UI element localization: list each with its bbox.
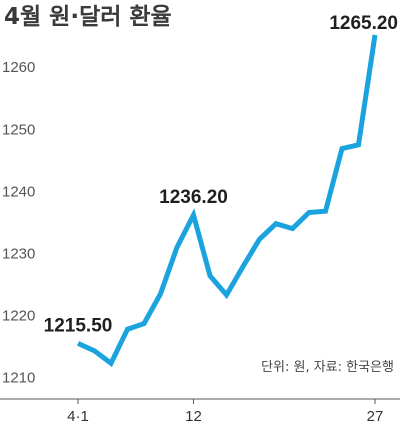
series-line — [76, 34, 378, 368]
y-tick-label: 1230 — [2, 245, 35, 262]
y-axis: 1210 1220 1230 1240 1250 1260 — [2, 59, 35, 386]
y-tick-label: 1220 — [2, 308, 35, 325]
data-labels: 1215.50 1236.20 1265.20 — [44, 13, 398, 336]
x-tick-label: 27 — [367, 408, 384, 425]
data-label: 1236.20 — [159, 187, 228, 208]
data-label: 1265.20 — [329, 13, 398, 34]
y-tick-label: 1210 — [2, 370, 35, 387]
y-tick-label: 1250 — [2, 121, 35, 138]
x-tick-label: 4·1 — [67, 408, 89, 425]
chart-title: 4월 원·달러 환율 — [4, 4, 172, 30]
source-note: 단위: 원, 자료: 한국은행 — [261, 359, 394, 375]
y-tick-label: 1240 — [2, 183, 35, 200]
x-tick-label: 12 — [185, 408, 202, 425]
data-label: 1215.50 — [44, 315, 113, 336]
x-axis: 4·1 12 27 — [67, 399, 383, 425]
y-tick-label: 1260 — [2, 59, 35, 76]
